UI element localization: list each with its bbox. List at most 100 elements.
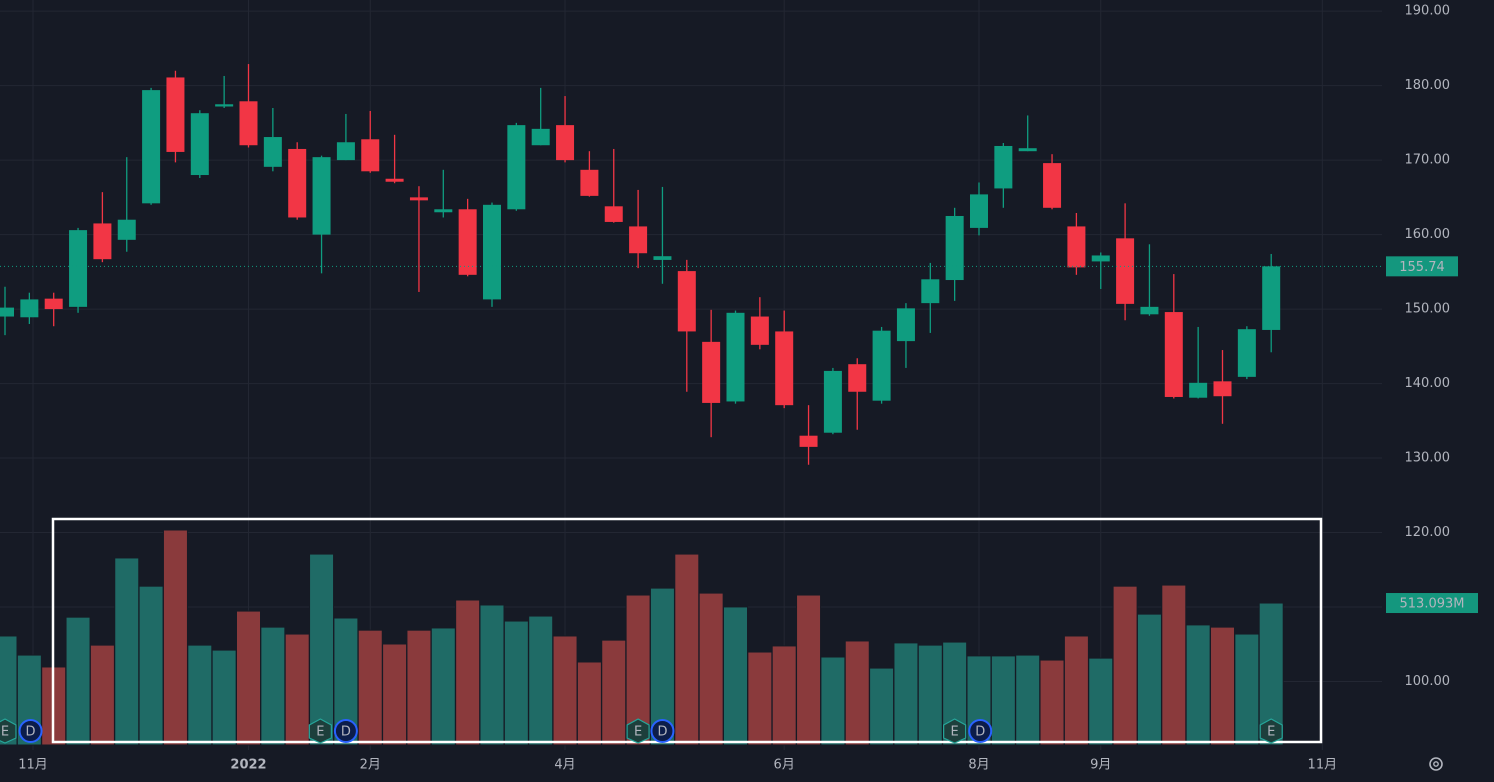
candle-body [1091,255,1110,262]
volume-bar [236,610,261,746]
event-label: E [634,725,642,740]
event-marker: E [626,718,650,744]
event-label: D [975,725,985,740]
volume-bar [893,642,919,746]
candle-body [1213,381,1232,397]
candle-body [848,364,867,392]
volume-bar [65,616,91,746]
volume-bar [917,644,943,746]
candle-body [215,104,234,107]
candle-body [239,101,258,146]
x-tick-label: 2022 [230,758,266,773]
volume-bar [479,604,505,746]
last-price-label: 155.74 [1399,260,1445,275]
candle-body [44,298,63,310]
event-badge [0,718,17,744]
candle-body [458,209,477,275]
candle-body [604,206,623,222]
candle-body [994,145,1013,189]
volume-bar [430,627,456,746]
candle-body [117,219,136,240]
candle-body [799,435,818,447]
volume-bar [1234,633,1260,746]
candle-body [409,197,428,201]
volume-bar [309,553,335,746]
y-tick-label: 190.00 [1405,4,1451,19]
event-label: D [657,725,667,740]
candle-body [507,125,526,210]
candle-body [1189,382,1208,398]
event-badge [1259,718,1283,744]
candle-body [434,209,453,213]
volume-bar [114,557,140,746]
candle-body [263,137,282,167]
event-label: E [316,725,324,740]
y-tick-label: 140.00 [1405,376,1451,391]
event-marker: D [968,719,993,743]
candle-body [361,139,380,172]
y-tick-label: 150.00 [1405,302,1451,317]
candle-body [1237,329,1256,377]
volume-bar [406,629,432,746]
x-tick-label: 9月 [1090,758,1111,773]
candle-body [629,226,648,254]
candle-body [872,330,891,401]
volume-bar [1136,613,1162,746]
volume-bar [1015,654,1041,746]
event-badge [943,718,967,744]
settings-icon[interactable] [1429,757,1443,771]
last-volume-label: 513.093M [1400,597,1465,612]
volume-bar [382,643,408,746]
candle-body [483,204,501,300]
candle-body [775,331,794,406]
y-tick-label: 130.00 [1405,451,1451,466]
y-tick-label: 180.00 [1405,78,1451,93]
candle-body [726,312,745,402]
candle-body [142,90,161,204]
x-tick-label: 11月 [18,758,48,773]
candle-body [702,341,721,403]
volume-bar [162,529,188,746]
candle-body [677,271,696,332]
volume-bar [844,640,870,746]
candle-body [1018,148,1037,152]
event-badge [968,719,993,743]
candle-body [312,157,331,235]
event-badge [308,718,332,744]
volume-bar [1161,584,1187,746]
volume-bar [1185,624,1211,746]
event-label: E [1,725,9,740]
event-label: D [341,725,351,740]
candle-body [288,148,307,218]
event-label: E [1267,725,1275,740]
volume-bar [649,587,675,746]
volume-bar [211,649,237,746]
y-tick-label: 120.00 [1405,525,1451,540]
volume-bar [747,651,773,746]
candle-body [750,316,769,345]
candle-body [970,194,988,228]
candle-body [580,169,599,196]
candle-body [190,113,209,176]
event-marker: E [1259,718,1283,744]
volume-bar [455,599,481,746]
volume-bar [1112,585,1138,746]
candle-body [1164,312,1183,397]
candle-body [556,125,575,161]
axis-labels: 190.00 180.00 170.00 160.00 150.00 140.00 130.… [0,4,1478,773]
candle-body [921,279,940,304]
last-price-box [1386,256,1458,277]
candle-body [531,128,550,146]
candle-body [1140,306,1159,315]
candle-body [93,223,112,260]
candles [0,64,1281,465]
candle-body [1067,226,1086,268]
event-marker: D [333,719,358,743]
highlight-box [51,517,1323,744]
event-marker: D [18,719,43,743]
y-tick-label: 170.00 [1405,153,1451,168]
volume-bar [528,615,554,746]
last-volume-box [1386,593,1478,614]
volume-bar [187,644,213,746]
